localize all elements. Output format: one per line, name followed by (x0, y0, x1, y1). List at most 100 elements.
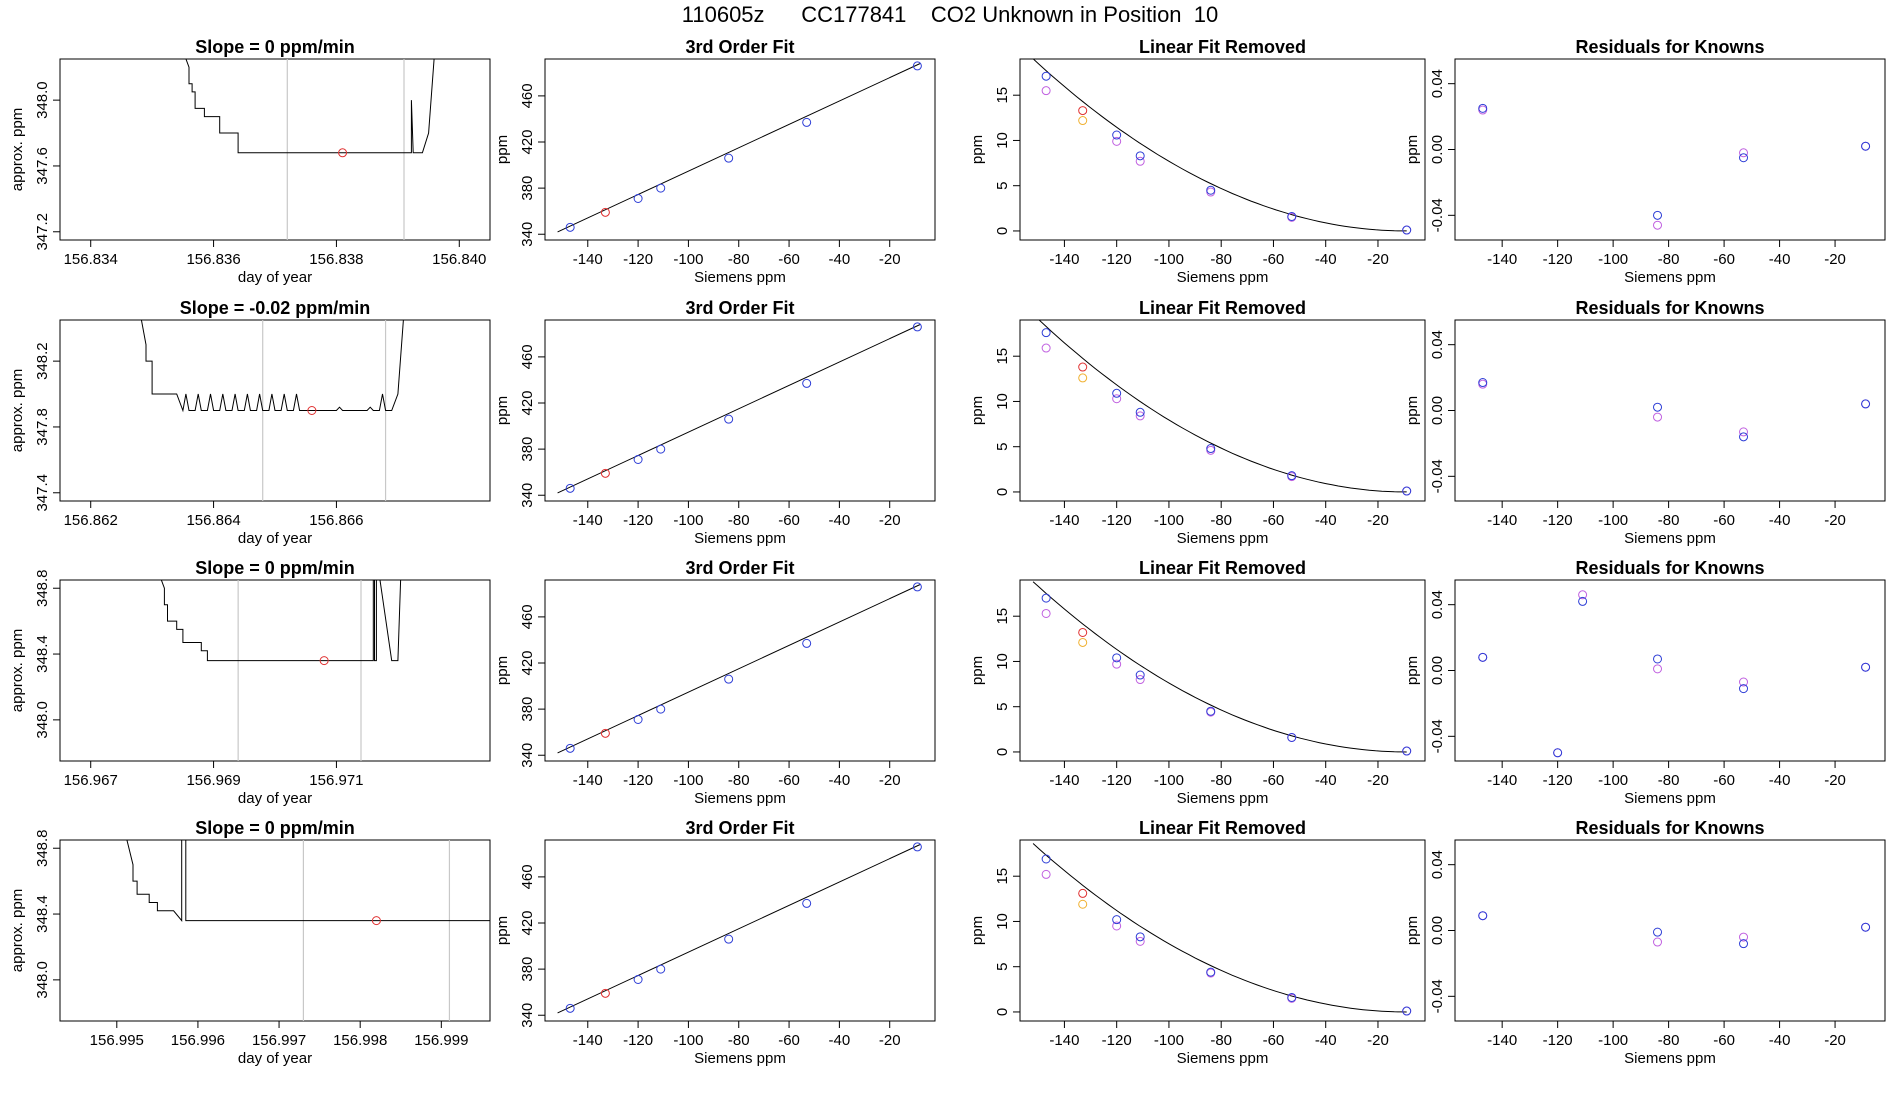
panel-title: Slope = -0.02 ppm/min (180, 298, 371, 318)
alt-point (1206, 187, 1216, 197)
standard-point (1135, 932, 1145, 942)
standard-point (802, 378, 812, 388)
standard-point (1135, 670, 1145, 680)
x-tick-label: -40 (1315, 251, 1337, 268)
panel-title: Linear Fit Removed (1139, 558, 1306, 578)
standard-point (565, 483, 575, 493)
standard-point (1206, 444, 1216, 454)
standard-point (724, 674, 734, 684)
alt-residual-point (1653, 412, 1663, 422)
plot-frame (1019, 579, 1426, 762)
x-tick-label: -100 (1598, 772, 1628, 789)
plot-area (1032, 843, 1412, 1016)
y-tick-label: 348.4 (34, 635, 51, 673)
y-tick-label: 347.4 (34, 474, 51, 512)
fit-line (557, 584, 921, 754)
alt-point (1041, 869, 1051, 879)
x-tick-label: -120 (1543, 772, 1573, 789)
chart-panel-time-2: Slope = 0 ppm/min 156.967 156.969 156.971da… (9, 558, 491, 807)
y-tick-label: 10 (994, 132, 1011, 149)
alt-point (1041, 343, 1051, 353)
y-tick-label: 0.04 (1429, 330, 1446, 359)
standard-point (1287, 992, 1297, 1002)
panel-title: Slope = 0 ppm/min (195, 818, 355, 838)
x-tick-label: -20 (1824, 1032, 1846, 1049)
y-tick-label: 0.00 (1429, 135, 1446, 164)
x-tick-label: -60 (778, 1032, 800, 1049)
x-tick-label: 156.864 (186, 512, 240, 529)
standard-point (1287, 471, 1297, 481)
panel-title: 3rd Order Fit (685, 37, 794, 57)
unknown-point (1078, 888, 1088, 898)
x-tick-label: -140 (573, 251, 603, 268)
standard-point (1402, 1006, 1412, 1016)
x-tick-label: -60 (1713, 251, 1735, 268)
standard-point (1287, 732, 1297, 742)
x-tick-label: -80 (1210, 772, 1232, 789)
plot-area (557, 322, 922, 494)
y-tick-label: 380 (519, 176, 536, 201)
y-axis-label: approx. ppm (9, 629, 26, 712)
concentration-trace-line (140, 320, 404, 413)
alt-residual-point (1653, 664, 1663, 674)
x-tick-label: -40 (1315, 1032, 1337, 1049)
x-tick-label: -120 (1543, 512, 1573, 529)
y-tick-label: 5 (994, 443, 1011, 451)
plot-area (1478, 378, 1871, 442)
x-tick-label: -120 (623, 512, 653, 529)
x-tick-label: -100 (1154, 251, 1184, 268)
standard-point (633, 454, 643, 464)
y-tick-label: 348.0 (34, 81, 51, 119)
y-tick-label: 0.04 (1429, 850, 1446, 879)
y-tick-label: 15 (994, 868, 1011, 885)
y-tick-label: 340 (519, 1003, 536, 1028)
x-tick-label: -80 (1210, 1032, 1232, 1049)
alt-residual-point (1578, 590, 1588, 600)
y-tick-label: -0.04 (1429, 459, 1446, 493)
y-axis-label: ppm (969, 135, 986, 164)
fit-line (557, 844, 921, 1014)
x-axis-label: day of year (238, 530, 312, 547)
chart-panel-linear-3: Linear Fit Removed -140 -120 -100 -80 -60 -40 -… (969, 818, 1426, 1067)
plot-frame (544, 579, 936, 762)
y-tick-label: 5 (994, 182, 1011, 190)
chart-panel-time-1: Slope = -0.02 ppm/min 156.862 156.864 156.8… (9, 298, 491, 547)
y-axis-label: ppm (1404, 396, 1421, 425)
x-tick-label: -20 (1824, 772, 1846, 789)
x-tick-label: -60 (1263, 1032, 1285, 1049)
x-tick-label: -20 (1367, 772, 1389, 789)
alt-point (1112, 136, 1122, 146)
x-tick-label: -40 (1315, 772, 1337, 789)
y-tick-label: 10 (994, 653, 1011, 670)
x-axis-label: Siemens ppm (1177, 1050, 1269, 1067)
y-tick-label: -0.04 (1429, 198, 1446, 232)
chart-panel-linear-2: Linear Fit Removed -140 -120 -100 -80 -60 -40 -… (969, 558, 1426, 807)
standard-residual-point (1861, 922, 1871, 932)
standard-point (1041, 854, 1051, 864)
chart-panel-fit-0: 3rd Order Fit -140 -120 -100 -80 -60 -40 -20 Sie… (494, 37, 936, 286)
quadratic-curve (1038, 320, 1407, 493)
x-axis-label: Siemens ppm (1177, 530, 1269, 547)
x-tick-label: -40 (1315, 512, 1337, 529)
concentration-trace-line (185, 59, 435, 154)
plot-area (1032, 59, 1412, 235)
x-tick-label: -40 (1769, 772, 1791, 789)
x-tick-label: -80 (728, 512, 750, 529)
x-tick-label: -100 (673, 512, 703, 529)
x-tick-label: -60 (1263, 512, 1285, 529)
plot-frame (1019, 839, 1426, 1022)
standard-point (724, 414, 734, 424)
x-tick-label: -100 (1154, 512, 1184, 529)
x-tick-label: -120 (1102, 1032, 1132, 1049)
x-axis-label: Siemens ppm (694, 269, 786, 286)
plot-frame (544, 58, 936, 241)
panel-title: Residuals for Knowns (1575, 298, 1764, 318)
y-axis-label: approx. ppm (9, 889, 26, 972)
unknown-point (600, 207, 610, 217)
x-tick-label: -60 (1263, 251, 1285, 268)
y-tick-label: 0 (994, 748, 1011, 756)
y-axis-label: ppm (1404, 135, 1421, 164)
standard-residual-point (1578, 596, 1588, 606)
x-tick-label: -140 (1049, 512, 1079, 529)
plot-frame (1454, 58, 1886, 241)
